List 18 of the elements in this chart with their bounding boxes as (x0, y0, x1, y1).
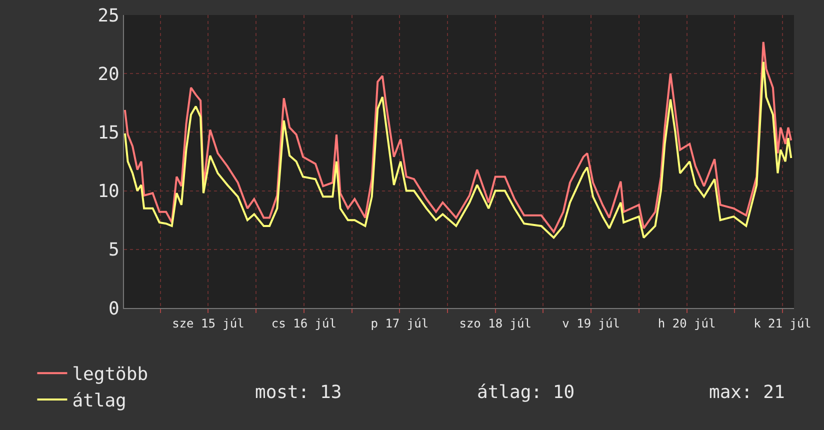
y-tick-label: 20 (98, 64, 120, 85)
x-tick-label: p 17 júl (370, 316, 429, 330)
x-tick-label: k 21 júl (754, 316, 812, 330)
x-tick-label: h 20 júl (658, 316, 716, 330)
y-tick-label: 5 (108, 240, 120, 261)
y-tick-label: 15 (98, 122, 120, 144)
legend-label: átlag (72, 390, 126, 412)
text: átlag: 10 (477, 382, 575, 403)
text: most: 13 (255, 382, 342, 403)
x-tick-label: cs 16 júl (271, 316, 336, 330)
legend-label: legtöbb (72, 364, 148, 386)
x-tick-label: sze 15 júl (172, 316, 244, 330)
y-tick-label: 25 (98, 5, 120, 26)
y-tick-label: 10 (98, 181, 120, 202)
text: max: 21 (709, 382, 785, 403)
x-tick-label: v 19 júl (562, 316, 620, 330)
x-tick-label: szo 18 júl (459, 316, 532, 330)
y-tick-label: 0 (108, 298, 120, 320)
